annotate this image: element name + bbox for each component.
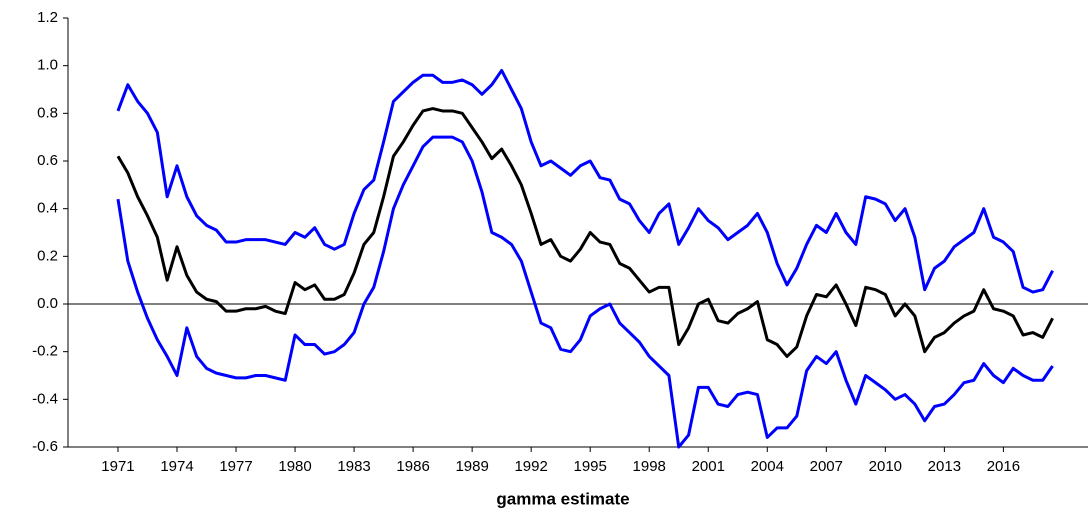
x-tick-label: 1995 bbox=[574, 458, 607, 475]
x-tick-label: 1974 bbox=[160, 458, 193, 475]
x-tick-label: 1992 bbox=[514, 458, 547, 475]
y-tick-label: 1.0 bbox=[37, 57, 58, 74]
x-tick-label: 1986 bbox=[396, 458, 429, 475]
x-tick-label: 1977 bbox=[219, 458, 252, 475]
series-line bbox=[116, 135, 1054, 449]
y-tick-label: 0.2 bbox=[37, 247, 58, 264]
x-tick-label: 2004 bbox=[751, 458, 784, 475]
x-tick-label: 2016 bbox=[987, 458, 1020, 475]
y-tick-label: 0.6 bbox=[37, 152, 58, 169]
x-axis-title: gamma estimate bbox=[496, 489, 629, 508]
x-tick-label: 1983 bbox=[337, 458, 370, 475]
x-tick-label: 2001 bbox=[692, 458, 725, 475]
y-tick-label: 0.4 bbox=[37, 200, 58, 217]
y-tick-label: 1.2 bbox=[37, 9, 58, 26]
y-tick-label: 0.8 bbox=[37, 104, 58, 121]
series-line bbox=[116, 107, 1054, 358]
x-tick-label: 2010 bbox=[869, 458, 902, 475]
series-line bbox=[116, 68, 1054, 294]
y-tick-label: 0.0 bbox=[37, 295, 58, 312]
x-tick-label: 1971 bbox=[101, 458, 134, 475]
x-tick-label: 2013 bbox=[928, 458, 961, 475]
x-tick-label: 1989 bbox=[455, 458, 488, 475]
x-tick-label: 1980 bbox=[278, 458, 311, 475]
x-tick-label: 2007 bbox=[810, 458, 843, 475]
y-tick-label: -0.2 bbox=[32, 343, 58, 360]
y-tick-label: -0.4 bbox=[32, 390, 58, 407]
x-tick-label: 1998 bbox=[633, 458, 666, 475]
y-tick-label: -0.6 bbox=[32, 438, 58, 455]
